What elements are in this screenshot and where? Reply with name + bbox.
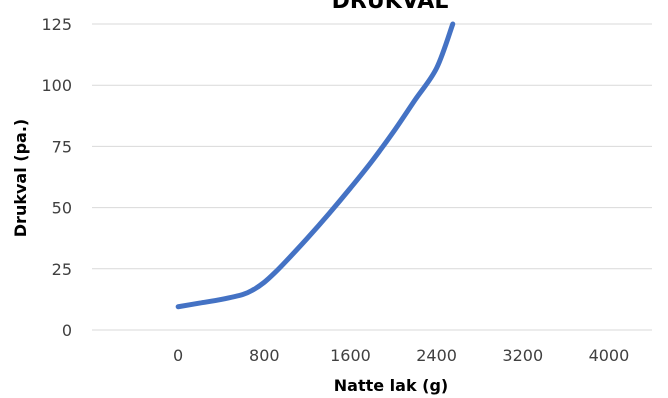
y-tick-label: 100 xyxy=(41,76,72,95)
y-axis-ticks: 0 25 50 75 100 125 xyxy=(41,15,72,340)
y-tick-label: 75 xyxy=(52,137,72,156)
x-axis-ticks: 0 800 1600 2400 3200 4000 xyxy=(173,346,629,365)
chart-title: DRUKVAL xyxy=(332,0,449,14)
y-tick-label: 50 xyxy=(52,199,72,218)
series-line xyxy=(175,21,456,310)
x-tick-label: 800 xyxy=(249,346,280,365)
series-layer xyxy=(175,21,456,310)
x-tick-label: 4000 xyxy=(589,346,630,365)
y-axis-title: Drukval (pa.) xyxy=(11,119,30,237)
x-axis-title: Natte lak (g) xyxy=(334,376,448,395)
x-tick-label: 3200 xyxy=(502,346,543,365)
y-tick-label: 0 xyxy=(62,321,72,340)
gridlines xyxy=(92,23,652,331)
y-tick-label: 25 xyxy=(52,260,72,279)
x-tick-label: 0 xyxy=(173,346,183,365)
x-tick-label: 1600 xyxy=(330,346,371,365)
y-tick-label: 125 xyxy=(41,15,72,34)
x-tick-label: 2400 xyxy=(416,346,457,365)
